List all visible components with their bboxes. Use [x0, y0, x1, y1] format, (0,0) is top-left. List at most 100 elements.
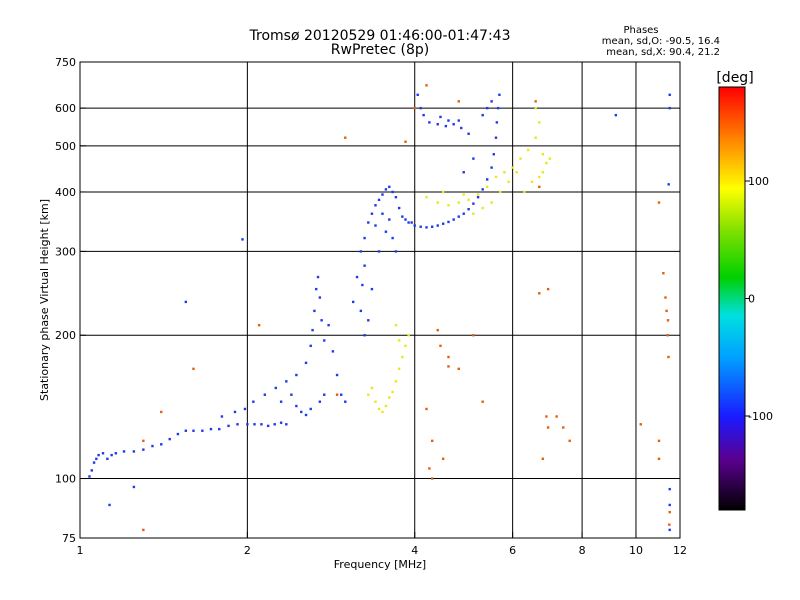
data-point: [416, 93, 419, 96]
data-point: [391, 390, 394, 394]
data-point: [436, 224, 439, 227]
data-point: [320, 319, 323, 322]
data-point: [323, 339, 326, 342]
data-point: [614, 113, 618, 117]
data-point: [541, 171, 545, 174]
data-point: [227, 424, 230, 428]
data-point: [503, 171, 506, 174]
data-point: [462, 212, 465, 215]
data-point: [472, 202, 475, 205]
data-point: [452, 218, 455, 221]
data-point: [318, 400, 322, 403]
data-point: [304, 361, 308, 365]
data-point: [97, 453, 100, 457]
data-point: [315, 287, 318, 291]
x-axis-label: Frequency [MHz]: [334, 558, 426, 571]
data-point: [92, 461, 96, 464]
data-point: [419, 225, 422, 228]
data-point: [485, 178, 489, 181]
data-point: [668, 528, 671, 532]
data-point: [351, 300, 355, 304]
data-point: [462, 171, 465, 174]
data-point: [668, 106, 671, 110]
x-tick-label: 8: [579, 544, 586, 557]
data-point: [495, 121, 499, 124]
data-point: [142, 528, 145, 532]
data-point: [457, 367, 460, 371]
plot-frame: [79, 61, 681, 539]
data-point: [381, 193, 384, 196]
data-point: [209, 427, 213, 431]
data-point: [106, 457, 109, 461]
data-point: [253, 423, 256, 426]
data-point: [481, 188, 484, 191]
data-point: [243, 407, 247, 411]
y-tick-label: 500: [55, 140, 76, 153]
data-point: [507, 180, 510, 184]
data-point: [666, 334, 669, 337]
colorbar-tick-label: 0: [748, 293, 755, 306]
data-point: [381, 410, 384, 414]
data-point: [367, 319, 370, 322]
data-point: [428, 467, 431, 470]
data-point: [665, 309, 668, 313]
data-point: [494, 175, 498, 179]
data-point: [151, 444, 154, 448]
data-point: [266, 424, 270, 428]
y-tick-label: 100: [55, 473, 76, 486]
data-point: [496, 106, 500, 110]
data-point: [295, 373, 298, 377]
data-point: [452, 123, 455, 126]
data-point: [233, 410, 237, 414]
data-point: [519, 157, 522, 160]
data-point: [467, 198, 470, 202]
data-point: [344, 136, 347, 139]
gridlines: [80, 62, 680, 538]
data-point: [391, 236, 394, 240]
data-point: [404, 344, 407, 348]
data-point: [160, 410, 163, 414]
data-point: [260, 423, 263, 426]
colorbar-label: [deg]: [716, 70, 753, 86]
chart-subtitle: RwPretec (8p): [331, 42, 429, 58]
data-point: [447, 355, 450, 359]
data-point: [304, 413, 308, 417]
data-point: [101, 452, 105, 455]
data-point: [490, 201, 493, 204]
data-point: [444, 124, 448, 128]
data-point: [441, 222, 445, 225]
data-point: [108, 503, 111, 507]
data-point: [285, 380, 288, 383]
data-point: [481, 206, 484, 210]
data-point: [397, 339, 401, 342]
data-point: [430, 439, 434, 443]
data-point: [318, 296, 322, 299]
data-point: [363, 334, 366, 337]
data-point: [425, 195, 428, 199]
data-point: [668, 523, 671, 526]
data-point: [273, 423, 276, 426]
data-point: [397, 206, 401, 210]
data-point: [485, 185, 489, 189]
data-point: [374, 204, 377, 207]
data-point: [562, 426, 565, 429]
data-point: [114, 452, 118, 455]
data-point: [384, 230, 388, 233]
data-point: [160, 443, 163, 446]
data-point: [370, 287, 374, 291]
y-tick-label: 75: [62, 532, 76, 545]
data-point: [523, 190, 526, 194]
data-point: [467, 132, 470, 135]
data-point: [279, 421, 283, 424]
data-point: [90, 469, 93, 472]
data-point: [274, 386, 278, 390]
data-point: [168, 437, 171, 441]
data-point: [323, 393, 326, 396]
data-point: [381, 212, 384, 215]
data-point: [335, 393, 339, 396]
y-axis-label: Stationary phase Virtual Height [km]: [38, 199, 51, 401]
data-point: [394, 323, 398, 327]
phase-stats-o: mean, sd,O: -90.5, 16.4: [602, 36, 720, 47]
data-point: [538, 292, 541, 295]
